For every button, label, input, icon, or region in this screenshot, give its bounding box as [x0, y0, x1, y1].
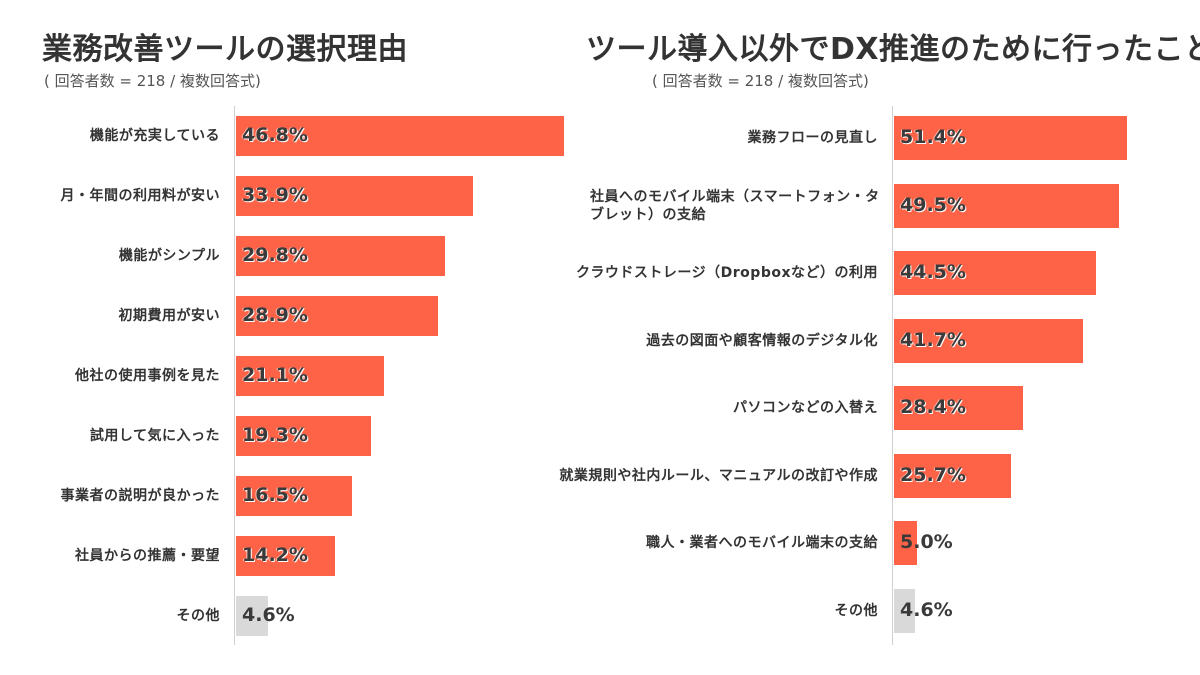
left-category-label: 機能が充実している — [89, 128, 220, 144]
left-bar — [236, 596, 268, 636]
right-bar — [894, 386, 1023, 430]
right-bar — [894, 116, 1127, 160]
right-bar — [894, 521, 917, 565]
left-value-label: 46.8% — [242, 124, 308, 146]
left-value-label: 21.1% — [242, 364, 308, 386]
right-value-label: 25.7% — [900, 463, 966, 486]
right-category-label: 過去の図面や顧客情報のデジタル化 — [646, 332, 878, 349]
right-bar — [894, 318, 1083, 363]
left-value-label: 19.3% — [242, 424, 308, 446]
right-bar — [894, 453, 1011, 498]
right-bar — [894, 588, 915, 633]
left-value-label: 16.5% — [242, 484, 308, 506]
right-value-label: 28.4% — [900, 396, 966, 418]
left-category-label: 試用して気に入った — [89, 428, 220, 444]
left-bar — [236, 416, 371, 456]
right-bar — [894, 183, 1119, 228]
left-bar — [236, 176, 473, 216]
right-chart-axis-line — [892, 106, 893, 645]
right-category-label: 就業規則や社内ルール、マニュアルの改訂や作成 — [559, 467, 878, 484]
right-value-label: 4.6% — [900, 598, 953, 621]
left-category-label: 初期費用が安い — [118, 308, 220, 324]
right-category-label: 職人・業者へのモバイル端末の支給 — [646, 535, 878, 551]
left-category-label: 事業者の説明が良かった — [60, 488, 220, 504]
right-category-label: 社員へのモバイル端末（スマートフォン・タブレット）の支給 — [590, 188, 880, 223]
left-chart-subtitle: ( 回答者数 = 218 / 複数回答式) — [44, 72, 261, 90]
right-value-label: 44.5% — [900, 261, 966, 283]
right-value-label: 49.5% — [900, 193, 966, 216]
left-bar — [236, 476, 352, 516]
right-category-label: 業務フローの見直し — [747, 130, 878, 146]
left-value-label: 14.2% — [242, 544, 308, 566]
right-value-label: 5.0% — [900, 531, 953, 553]
left-bar — [236, 116, 564, 156]
right-value-label: 41.7% — [900, 328, 966, 351]
right-bar — [894, 251, 1096, 295]
left-category-label: 機能がシンプル — [118, 248, 220, 264]
left-category-label: 月・年間の利用料が安い — [60, 188, 220, 204]
right-category-label: パソコンなどの入替え — [733, 400, 878, 416]
left-value-label: 29.8% — [242, 244, 308, 266]
right-chart-title: ツール導入以外でDX推進のために行ったこと — [586, 32, 1200, 67]
left-category-label: 社員からの推薦・要望 — [75, 548, 220, 564]
right-chart-subtitle: ( 回答者数 = 218 / 複数回答式) — [652, 72, 869, 90]
right-category-label: クラウドストレージ（Dropboxなど）の利用 — [575, 265, 878, 281]
left-bar — [236, 356, 384, 396]
left-value-label: 4.6% — [242, 604, 295, 626]
left-chart-axis-line — [234, 106, 235, 645]
left-chart-title: 業務改善ツールの選択理由 — [42, 32, 408, 67]
left-category-label: 他社の使用事例を見た — [75, 368, 220, 384]
left-value-label: 33.9% — [242, 184, 308, 206]
right-value-label: 51.4% — [900, 126, 966, 148]
left-bar — [236, 296, 438, 336]
right-category-label: その他 — [834, 602, 878, 619]
left-value-label: 28.9% — [242, 304, 308, 326]
left-bar — [236, 536, 335, 576]
left-bar — [236, 236, 445, 276]
left-category-label: その他 — [176, 608, 220, 624]
